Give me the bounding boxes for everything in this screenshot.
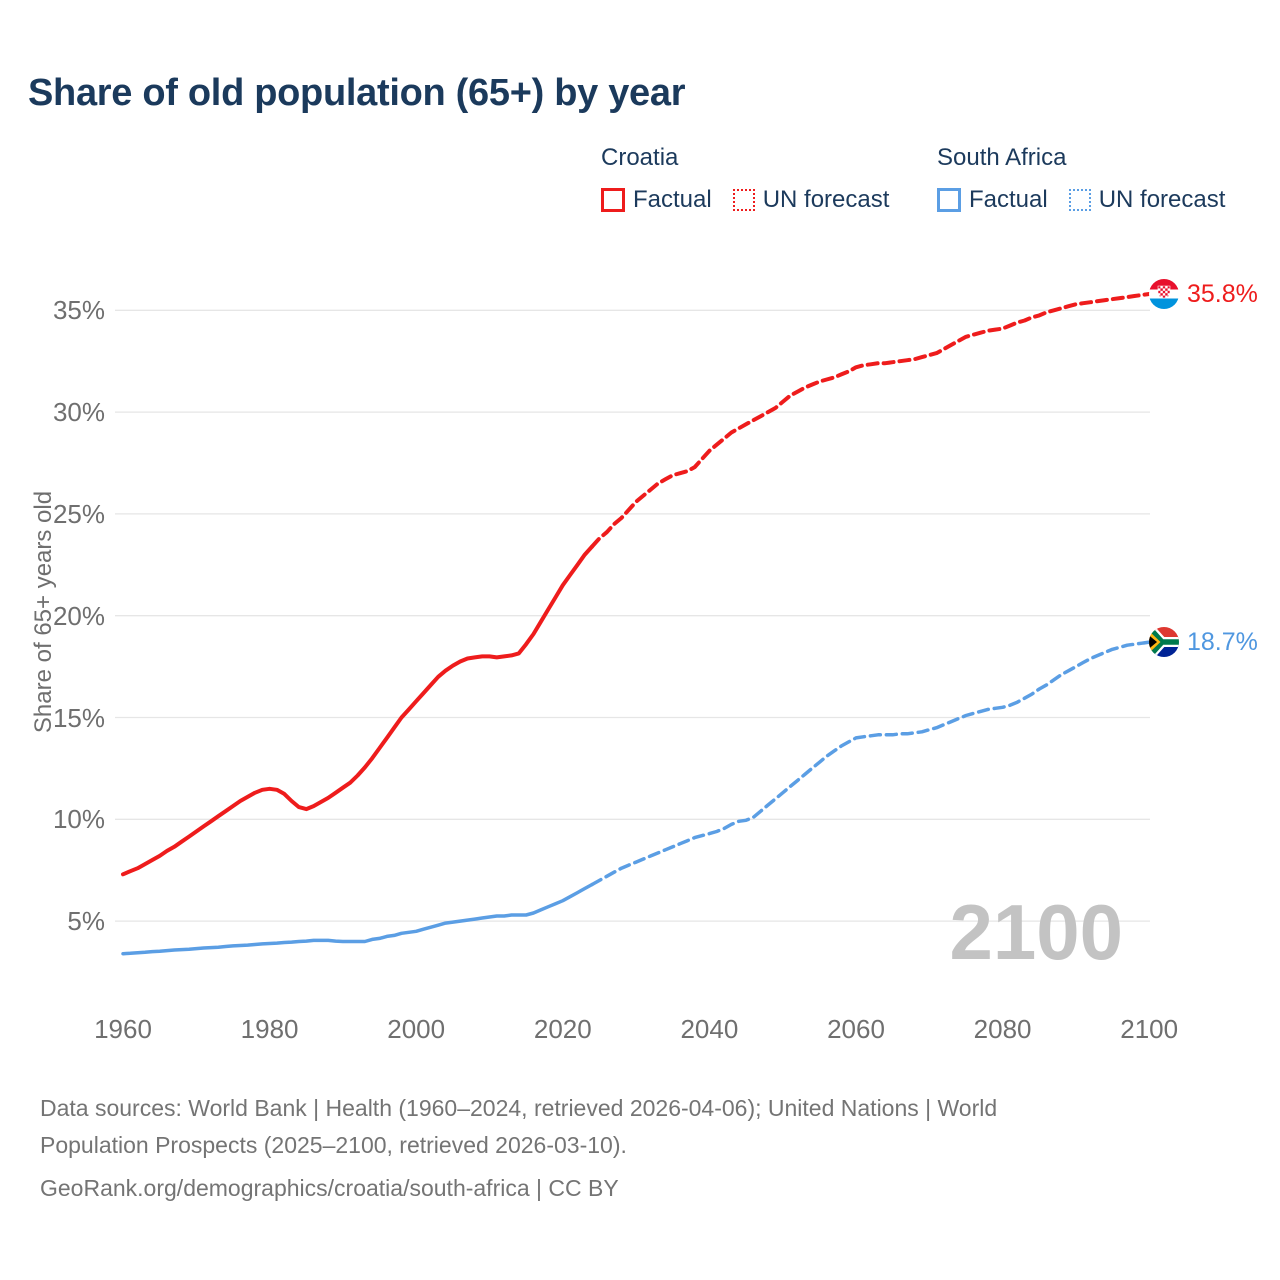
data-sources-line-1: Data sources: World Bank | Health (1960–… [40, 1095, 998, 1121]
series-south-africa-forecast [590, 640, 1151, 887]
legend-item-label: UN forecast [1098, 186, 1226, 213]
series-south-africa-factual [121, 882, 594, 956]
x-tick-label: 1980 [240, 1014, 299, 1044]
x-tick-label: 2040 [680, 1014, 739, 1044]
series-croatia-forecast [590, 292, 1152, 549]
y-tick-label: 5% [67, 906, 105, 937]
south-africa-forecast-swatch-icon [1068, 189, 1091, 211]
attribution-link: GeoRank.org/demographics/croatia/south-a… [40, 1175, 619, 1201]
y-tick-label: 30% [52, 397, 105, 428]
y-tick-label: 35% [52, 295, 105, 326]
legend-item-label: Factual [969, 186, 1048, 213]
footer: Data sources: World Bank | Health (1960–… [40, 1090, 997, 1207]
y-tick-label: 25% [52, 498, 105, 529]
y-tick-label: 10% [52, 804, 105, 835]
legend-group-title: South Africa [937, 144, 1067, 171]
south-africa-flag-icon [1149, 627, 1179, 658]
legend-group-south-africa: South Africa Factual UN forecast [937, 144, 1246, 214]
series-croatia-factual [121, 544, 595, 877]
x-tick-label: 1960 [94, 1014, 152, 1044]
croatia-forecast-swatch-icon [732, 189, 755, 211]
legend-item-label: UN forecast [762, 186, 890, 213]
legend-group-croatia: Croatia Factual UN forecast [601, 144, 910, 214]
data-sources-line-2: Population Prospects (2025–2100, retriev… [40, 1132, 627, 1158]
x-tick-label: 2000 [387, 1014, 446, 1044]
south-africa-factual-swatch-icon [937, 188, 961, 212]
legend-item-label: Factual [633, 186, 712, 213]
croatia-end-value-label: 35.8% [1187, 280, 1258, 308]
y-tick-label: 15% [52, 702, 105, 733]
croatia-flag-icon [1149, 279, 1179, 309]
x-tick-label: 2020 [533, 1014, 592, 1044]
y-tick-label: 20% [52, 600, 105, 631]
legend-row: Factual UN forecast [937, 186, 1246, 214]
page-title: Share of old population (65+) by year [28, 72, 686, 114]
x-tick-label: 2060 [827, 1014, 885, 1044]
croatia-factual-swatch-icon [601, 188, 625, 212]
legend-row: Factual UN forecast [601, 186, 910, 214]
x-tick-label: 2080 [973, 1014, 1032, 1044]
y-axis-label: Share of 65+ years old [30, 490, 57, 734]
legend-group-title: Croatia [601, 144, 679, 171]
south-africa-end-value-label: 18.7% [1187, 628, 1258, 657]
watermark-year: 2100 [949, 888, 1123, 976]
x-tick-label: 2100 [1120, 1014, 1179, 1044]
